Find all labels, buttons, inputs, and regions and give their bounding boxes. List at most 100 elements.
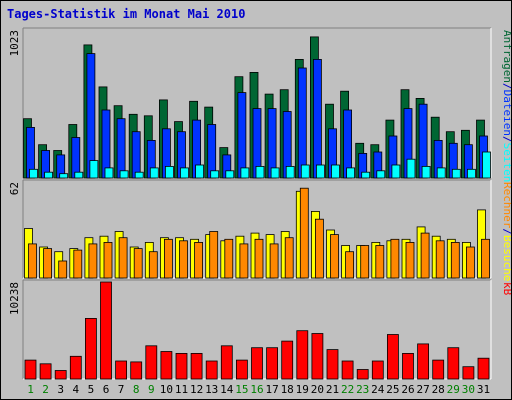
bar-rechner-day-17: [269, 243, 279, 279]
x-tick-label-day-4: 4: [72, 383, 79, 396]
bar-seiten-day-18: [285, 165, 295, 179]
x-tick-label-day-1: 1: [27, 383, 34, 396]
bar-dateien-day-7: [116, 118, 126, 179]
bar-seiten-day-30: [466, 168, 476, 179]
bar-kb-day-3: [54, 370, 67, 380]
panel-1-legend-part-5: Seiten: [501, 143, 511, 183]
bar-seiten-day-27: [421, 165, 431, 179]
bar-kb-day-15: [235, 359, 248, 380]
bar-rechner-day-28: [435, 240, 445, 279]
bar-seiten-day-21: [331, 164, 340, 179]
bar-rechner-day-3: [58, 260, 68, 279]
bar-rechner-day-25: [390, 238, 400, 279]
bar-kb-day-6: [100, 281, 112, 380]
x-tick-label-day-11: 11: [175, 383, 188, 396]
x-tick-label-day-19: 19: [296, 383, 309, 396]
panel-2-ymax-label: 62: [8, 182, 21, 195]
bar-seiten-day-16: [255, 165, 265, 179]
bar-seiten-day-26: [406, 158, 416, 179]
bar-seiten-day-8: [134, 171, 144, 179]
panel-2-legend-part-1: Rechner: [501, 182, 511, 229]
panel-1-legend-part-3: Dateien: [501, 90, 511, 136]
x-tick-label-day-27: 27: [416, 383, 429, 396]
bar-kb-day-5: [85, 317, 97, 380]
bar-seiten-day-28: [436, 167, 446, 179]
bar-dateien-day-20: [312, 59, 322, 179]
bar-rechner-day-30: [465, 246, 475, 279]
x-tick-label-day-6: 6: [103, 383, 110, 396]
bar-kb-day-14: [220, 345, 233, 380]
bar-kb-day-20: [311, 333, 324, 380]
bar-rechner-day-27: [420, 232, 430, 279]
chart-title: Tages-Statistik im Monat Mai 2010: [7, 7, 246, 21]
x-tick-label-day-12: 12: [190, 383, 203, 396]
bar-seiten-day-23: [361, 171, 371, 179]
bar-kb-day-22: [341, 360, 354, 380]
bar-kb-day-16: [251, 347, 263, 380]
bar-kb-day-23: [356, 369, 369, 380]
bar-dateien-day-13: [207, 124, 217, 179]
x-tick-label-day-2: 2: [42, 383, 49, 396]
bar-rechner-day-4: [73, 249, 83, 279]
bar-rechner-day-29: [450, 241, 460, 279]
bar-kb-day-24: [371, 360, 384, 380]
x-tick-label-day-17: 17: [265, 383, 278, 396]
bar-seiten-day-1: [29, 168, 38, 179]
bar-seiten-day-25: [391, 164, 401, 179]
bar-kb-day-19: [296, 330, 309, 380]
bar-kb-day-4: [69, 355, 82, 380]
bar-seiten-day-9: [149, 167, 159, 179]
bar-dateien-day-19: [297, 67, 307, 179]
bar-rechner-day-19: [299, 187, 309, 279]
bar-kb-day-26: [402, 352, 414, 380]
x-tick-label-day-10: 10: [160, 383, 173, 396]
x-tick-label-day-8: 8: [133, 383, 140, 396]
bar-seiten-day-20: [315, 164, 325, 179]
bar-rechner-day-9: [148, 251, 158, 279]
panel-3-legend-part-1: kB: [501, 282, 511, 296]
panel-1-legend-part-1: Anfragen: [501, 30, 511, 83]
bar-rechner-day-16: [254, 238, 264, 279]
bar-rechner-day-31: [481, 238, 490, 279]
bar-seiten-day-5: [89, 160, 99, 179]
panel-1-legend-part-2: /: [501, 83, 511, 90]
bar-rechner-day-11: [179, 240, 188, 279]
bar-seiten-day-2: [44, 171, 53, 179]
x-tick-label-day-22: 22: [341, 383, 354, 396]
bar-seiten-day-15: [240, 167, 250, 179]
bar-seiten-day-6: [104, 167, 114, 179]
bar-kb-day-29: [447, 347, 460, 380]
x-tick-label-day-18: 18: [281, 383, 294, 396]
bar-rechner-day-24: [375, 245, 385, 279]
bar-kb-day-27: [417, 343, 430, 380]
bar-seiten-day-4: [74, 171, 84, 179]
bar-kb-day-30: [462, 366, 475, 380]
bar-seiten-day-12: [195, 164, 205, 179]
x-tick-label-day-13: 13: [205, 383, 218, 396]
bar-seiten-day-19: [300, 164, 310, 179]
bar-kb-day-25: [386, 334, 399, 380]
bar-kb-day-12: [190, 352, 203, 380]
bar-kb-day-11: [175, 352, 188, 380]
x-tick-label-day-14: 14: [220, 383, 234, 396]
x-tick-label-day-23: 23: [356, 383, 369, 396]
bar-rechner-day-23: [360, 245, 370, 279]
bar-dateien-day-5: [86, 53, 96, 179]
x-tick-label-day-31: 31: [477, 383, 490, 396]
bar-kb-day-2: [39, 363, 52, 380]
bar-rechner-day-1: [28, 243, 37, 279]
x-tick-label-day-28: 28: [432, 383, 445, 396]
bar-rechner-day-10: [163, 238, 173, 279]
x-tick-label-day-24: 24: [371, 383, 385, 396]
x-tick-label-day-9: 9: [148, 383, 155, 396]
bar-rechner-day-26: [405, 241, 415, 279]
bar-rechner-day-20: [314, 218, 324, 279]
bar-rechner-day-22: [345, 251, 355, 279]
bar-seiten-day-24: [376, 170, 386, 179]
bar-seiten-day-31: [482, 151, 491, 179]
bar-kb-day-18: [281, 340, 294, 380]
bar-seiten-day-3: [59, 173, 69, 179]
bar-seiten-day-13: [210, 170, 220, 179]
bar-kb-day-1: [24, 359, 37, 380]
